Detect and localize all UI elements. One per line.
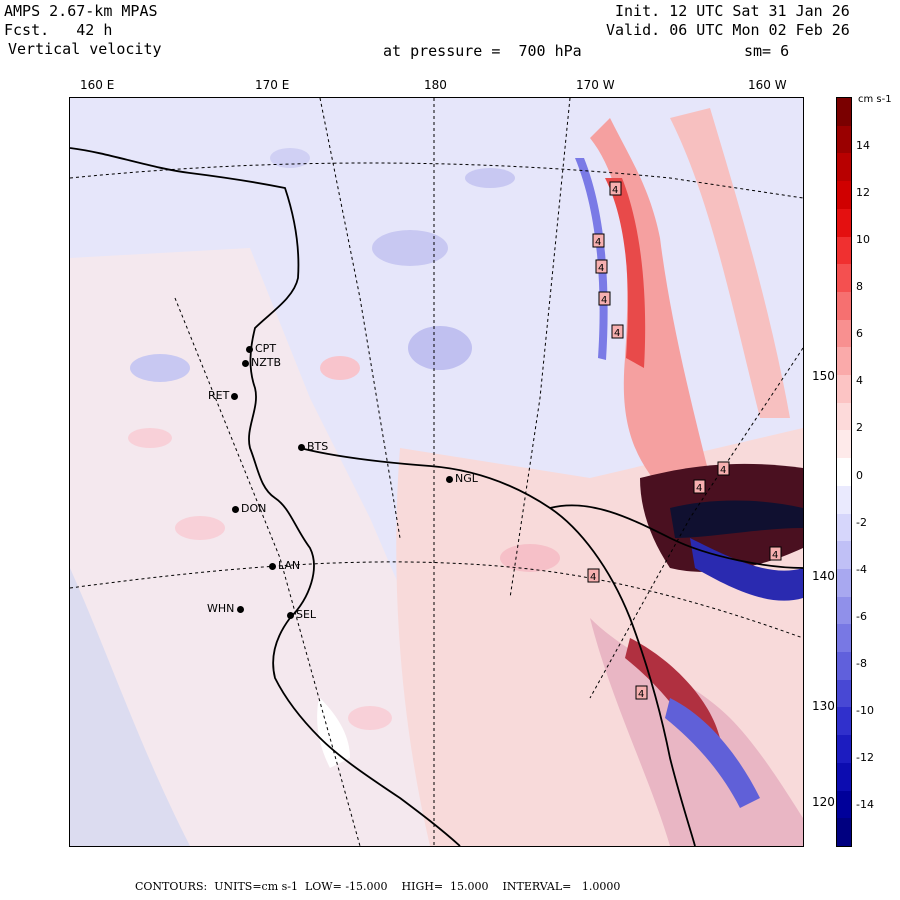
pressure-level: at pressure = 700 hPa [383,42,582,60]
colorbar-segment [837,762,851,792]
colorbar-segment [837,790,851,819]
colorbar-unit: cm s-1 [858,94,892,105]
colorbar-segment [837,98,851,127]
box-label: 4 [614,328,620,339]
colorbar-segment [837,458,851,487]
colorbar-tick-label: 6 [856,327,863,341]
colorbar-tick-label: -12 [856,750,874,764]
valid-time: Valid. 06 UTC Mon 02 Feb 26 [606,21,850,39]
colorbar-segment [837,291,851,321]
lon-label-160e: 160 E [80,78,115,92]
colorbar-segment [837,375,851,404]
model-title: AMPS 2.67-km MPAS [4,2,158,20]
forecast-hour: Fcst. 42 h [4,21,113,39]
colorbar-segment [837,596,851,625]
station-ngl[interactable]: NGL [446,472,478,485]
colorbar-tick-label: -2 [856,515,867,529]
station-whn[interactable]: WHN [207,602,246,615]
station-cpt[interactable]: CPT [246,342,276,355]
colorbar-tick-label: 14 [856,139,870,152]
colorbar-segment [837,624,851,653]
box-label: 4 [598,263,604,274]
colorbar-segment [837,402,851,431]
colorbar [836,97,852,847]
station-dot-icon [242,359,249,367]
colorbar-segment [837,652,851,681]
colorbar-segment [837,347,851,376]
colorbar-segment [837,153,851,182]
colorbar-segment [837,125,851,154]
station-dot-icon [446,475,453,483]
box-label: 4 [601,295,607,306]
colorbar-tick-label: 2 [856,421,863,435]
lon-label-180: 180 [424,78,447,92]
colorbar-tick-label: -4 [856,562,867,576]
smoothing: sm= 6 [744,42,790,60]
station-dot-icon [237,605,245,613]
colorbar-segment [837,679,851,708]
station-nztb[interactable]: NZTB [242,356,281,369]
box-label: 4 [772,550,778,561]
box-label: 4 [612,185,618,196]
contour-info: CONTOURS: UNITS=cm s-1 LOW= -15.000 HIGH… [135,880,621,893]
station-dot-icon [287,611,294,619]
map-panel[interactable]: 4 4 4 4 4 4 4 4 4 4 CPT NZTB RET BTS NGL… [69,97,804,847]
field-name: Vertical velocity [8,40,162,58]
station-ret[interactable]: RET [208,389,240,402]
station-sel[interactable]: SEL [287,608,316,621]
colorbar-tick-label: -6 [856,609,867,623]
colorbar-tick-label: -8 [856,656,867,670]
colorbar-segment [837,735,851,764]
colorbar-tick-label: -10 [856,703,874,717]
colorbar-tick-label: 8 [856,280,863,294]
colorbar-tick-label: 10 [856,233,870,247]
station-don[interactable]: DON [232,502,266,515]
colorbar-segment [837,208,851,238]
station-lan[interactable]: LAN [269,559,300,572]
init-time: Init. 12 UTC Sat 31 Jan 26 [615,2,850,20]
colorbar-segment [837,513,851,542]
colorbar-tick-label: -14 [856,798,874,811]
colorbar-tick-label: 0 [856,468,863,482]
box-label: 4 [638,689,644,700]
colorbar-tick-label: 4 [856,374,863,388]
box-label: 4 [590,572,596,583]
colorbar-segment [837,430,851,459]
station-bts[interactable]: BTS [298,440,328,453]
box-label: 4 [595,237,601,248]
colorbar-segment [837,485,851,515]
lon-label-170e: 170 E [255,78,290,92]
colorbar-segment [837,707,851,736]
colorbar-segment [837,264,851,293]
station-dot-icon [269,562,276,570]
colorbar-segment [837,236,851,265]
station-dot-icon [246,345,253,353]
colorbar-segment [837,818,851,847]
station-dot-icon [298,443,305,451]
box-label: 4 [720,465,726,476]
lon-label-160w: 160 W [748,78,787,92]
station-dot-icon [231,392,239,400]
colorbar-segment [837,181,851,210]
colorbar-segment [837,541,851,570]
station-dot-icon [232,505,239,513]
map-graphic: 4 4 4 4 4 4 4 4 4 4 [70,98,803,846]
colorbar-segment [837,568,851,598]
lon-label-170w: 170 W [576,78,615,92]
colorbar-tick-label: 12 [856,186,870,200]
colorbar-segment [837,319,851,348]
box-label: 4 [696,483,702,494]
